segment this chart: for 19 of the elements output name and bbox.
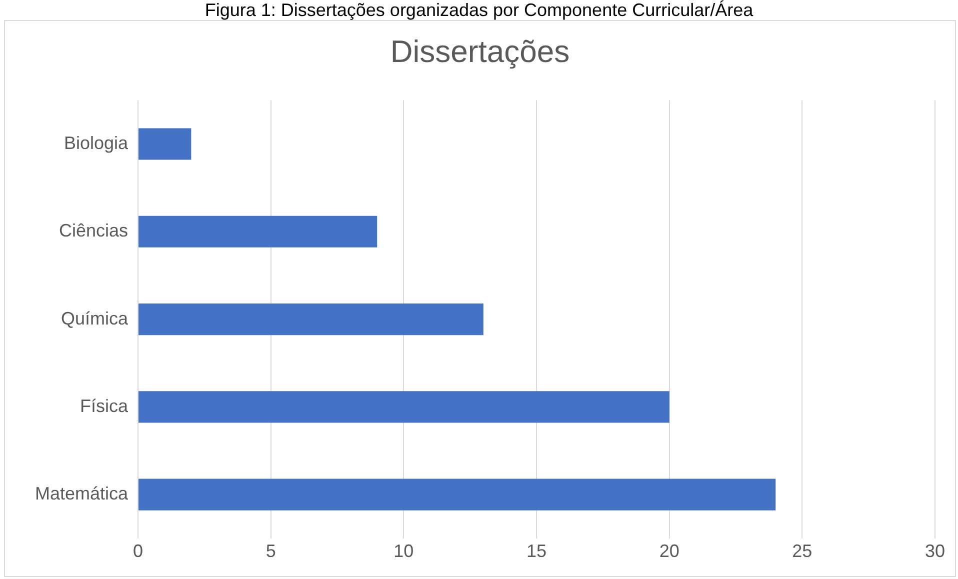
bar	[138, 304, 484, 336]
x-tick-label: 15	[526, 541, 547, 562]
x-tick-label: 10	[394, 541, 414, 562]
x-tick-label: 30	[924, 541, 946, 562]
y-tick-label: Química	[61, 308, 130, 328]
bar	[138, 391, 670, 423]
x-tick-label: 0	[133, 541, 144, 562]
bar	[138, 478, 776, 510]
text: Figura 1: Dissertações organizadas por Componente Curricular/Área	[204, 0, 754, 20]
x-tick-label: 25	[792, 541, 812, 562]
y-tick-label: Biologia	[64, 132, 130, 153]
bar	[138, 128, 192, 160]
chart-title: Dissertações	[390, 34, 570, 70]
y-tick-label: Matemática	[34, 484, 130, 504]
x-tick-label: 5	[266, 541, 276, 562]
y-tick-label: Ciências	[59, 220, 128, 241]
x-tick-label: 20	[659, 541, 680, 562]
y-tick-label: Física	[80, 396, 130, 416]
bar	[138, 216, 378, 248]
